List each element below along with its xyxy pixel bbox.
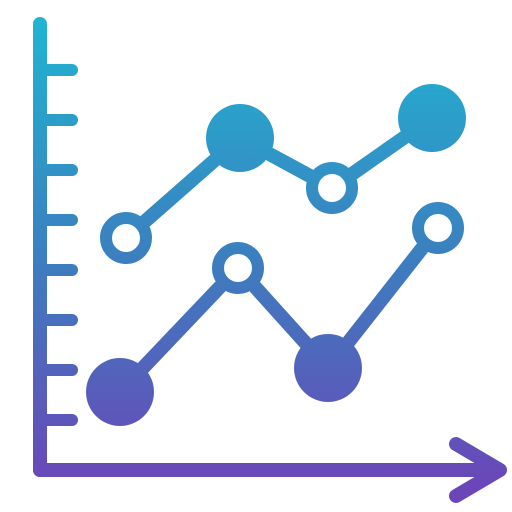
data-point-hollow [312, 168, 352, 208]
data-point-hollow [106, 218, 146, 258]
series-segment [255, 287, 305, 342]
series-segment [146, 160, 215, 220]
series-segment [353, 137, 404, 173]
data-point-solid [398, 84, 466, 152]
line-chart-icon [0, 0, 512, 512]
data-point-hollow [218, 248, 258, 288]
data-point-solid [294, 334, 362, 402]
data-point-hollow [418, 208, 458, 248]
series-segment [143, 287, 220, 368]
data-point-solid [206, 104, 274, 172]
series-a [106, 84, 466, 258]
series-segment [270, 154, 309, 175]
chart-body [40, 24, 500, 496]
series-segment [349, 248, 422, 341]
data-point-solid [86, 358, 154, 426]
